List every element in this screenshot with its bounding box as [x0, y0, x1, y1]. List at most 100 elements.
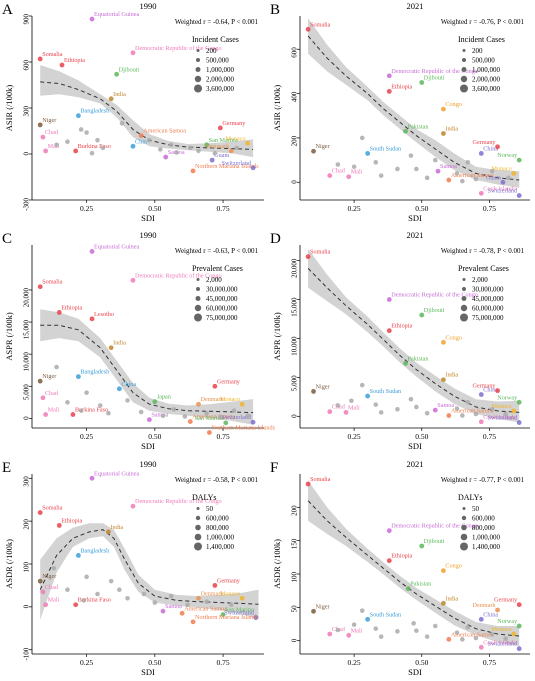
country-point: [108, 345, 114, 351]
data-point: [65, 400, 70, 405]
data-point: [489, 407, 495, 412]
legend-title: Incident Cases: [458, 35, 505, 44]
data-point: [460, 637, 465, 642]
country-point: [478, 190, 484, 196]
country-label: Somalia: [42, 505, 63, 512]
country-label: Burkina Faso: [78, 597, 111, 604]
country-label: Monaco: [491, 626, 511, 633]
country-label: Democratic Republic of the Congo: [391, 68, 478, 75]
country-point: [212, 383, 218, 389]
y-axis-label: ASPR (/100k): [4, 312, 14, 361]
data-point: [174, 150, 179, 155]
legend-marker: [460, 304, 468, 312]
data-point: [196, 148, 201, 154]
legend-label: 75,000,000: [206, 314, 238, 322]
country-point: [419, 543, 425, 549]
legend-marker: [462, 278, 466, 281]
y-tick-label: 900: [23, 14, 31, 25]
country-label: Monaco: [225, 135, 245, 142]
legend-marker: [195, 524, 201, 531]
x-tick-label: 0.50: [148, 204, 161, 213]
country-point: [37, 578, 43, 584]
data-point: [147, 137, 152, 143]
x-tick-label: 0.25: [80, 204, 93, 213]
country-point: [239, 401, 245, 407]
country-label: Norway: [497, 394, 518, 401]
country-point: [386, 528, 392, 534]
country-point: [223, 420, 229, 426]
legend-title: Incident Cases: [192, 35, 239, 44]
country-label: China: [483, 611, 498, 618]
legend-marker: [196, 287, 200, 291]
data-point: [373, 626, 379, 631]
confidence-band: [308, 480, 520, 646]
country-point: [386, 558, 392, 564]
legend-marker: [195, 296, 201, 301]
legend-marker: [461, 524, 467, 531]
country-point: [130, 143, 136, 149]
legend-label: 1,000,000: [206, 534, 235, 542]
country-point: [346, 174, 352, 180]
data-point: [97, 403, 103, 408]
country-point: [89, 316, 95, 322]
panel-letter: C: [2, 231, 12, 247]
country-point: [405, 586, 411, 592]
country-label: Somalia: [310, 476, 331, 483]
y-tick-label: 200: [291, 135, 299, 146]
country-label: China: [483, 145, 498, 152]
country-label: American Samoa: [184, 605, 227, 612]
data-point: [95, 591, 100, 597]
data-point: [465, 625, 471, 630]
correlation-annotation: Weighted r = -0.58, P < 0.001: [175, 476, 259, 484]
country-point: [56, 523, 62, 528]
country-label: Guam: [214, 152, 229, 159]
country-label: Switzerland: [488, 641, 518, 648]
country-point: [114, 71, 120, 77]
legend-label: 1,000,000: [472, 66, 501, 74]
country-point: [59, 62, 65, 68]
country-point: [478, 151, 484, 156]
data-point: [95, 137, 100, 143]
country-label: Niger: [316, 143, 330, 150]
trend-line: [39, 529, 259, 605]
country-label: Bangladesh: [80, 547, 110, 554]
country-label: Monaco: [491, 403, 511, 410]
y-tick-label: -300: [23, 198, 31, 211]
legend-marker: [461, 67, 467, 72]
country-label: American Samoa: [192, 414, 235, 421]
country-point: [212, 583, 218, 588]
y-tick-label: 10,000: [23, 352, 31, 372]
legend-marker: [194, 313, 202, 322]
country-label: South Sudan: [370, 611, 401, 618]
y-tick-label: 10,000: [291, 336, 299, 356]
country-point: [478, 644, 484, 650]
y-tick-label: 50: [291, 605, 299, 613]
data-point: [395, 407, 400, 412]
country-point: [179, 610, 185, 616]
country-label: Chad: [45, 129, 59, 136]
country-point: [305, 481, 311, 487]
data-point: [378, 410, 384, 415]
country-point: [239, 595, 245, 601]
x-tick-label: 0.75: [216, 658, 229, 667]
data-point: [119, 121, 125, 126]
country-label: Norway: [497, 618, 518, 625]
data-point: [414, 166, 419, 172]
country-label: Democratic Republic of the Congo: [391, 292, 478, 299]
country-label: Congo: [445, 334, 462, 341]
country-point: [187, 419, 193, 424]
data-point: [171, 407, 177, 412]
panel-title: 2021: [407, 459, 424, 469]
country-point: [327, 173, 333, 179]
country-label: Equatorial Guinea: [94, 470, 139, 477]
country-label: Chin: [135, 138, 147, 145]
panel-d: D 2021 0.25 0.50 0.75 0 5,000 10,000 15,000 20,00…: [270, 230, 530, 451]
country-label: Djibouti: [424, 307, 445, 314]
country-point: [446, 413, 452, 418]
country-label: Niger: [42, 117, 56, 124]
legend-title: DALYs: [458, 493, 483, 502]
country-point: [89, 475, 95, 481]
x-axis-label: SDI: [408, 441, 422, 451]
country-point: [253, 615, 259, 620]
country-label: Germany: [217, 577, 241, 584]
